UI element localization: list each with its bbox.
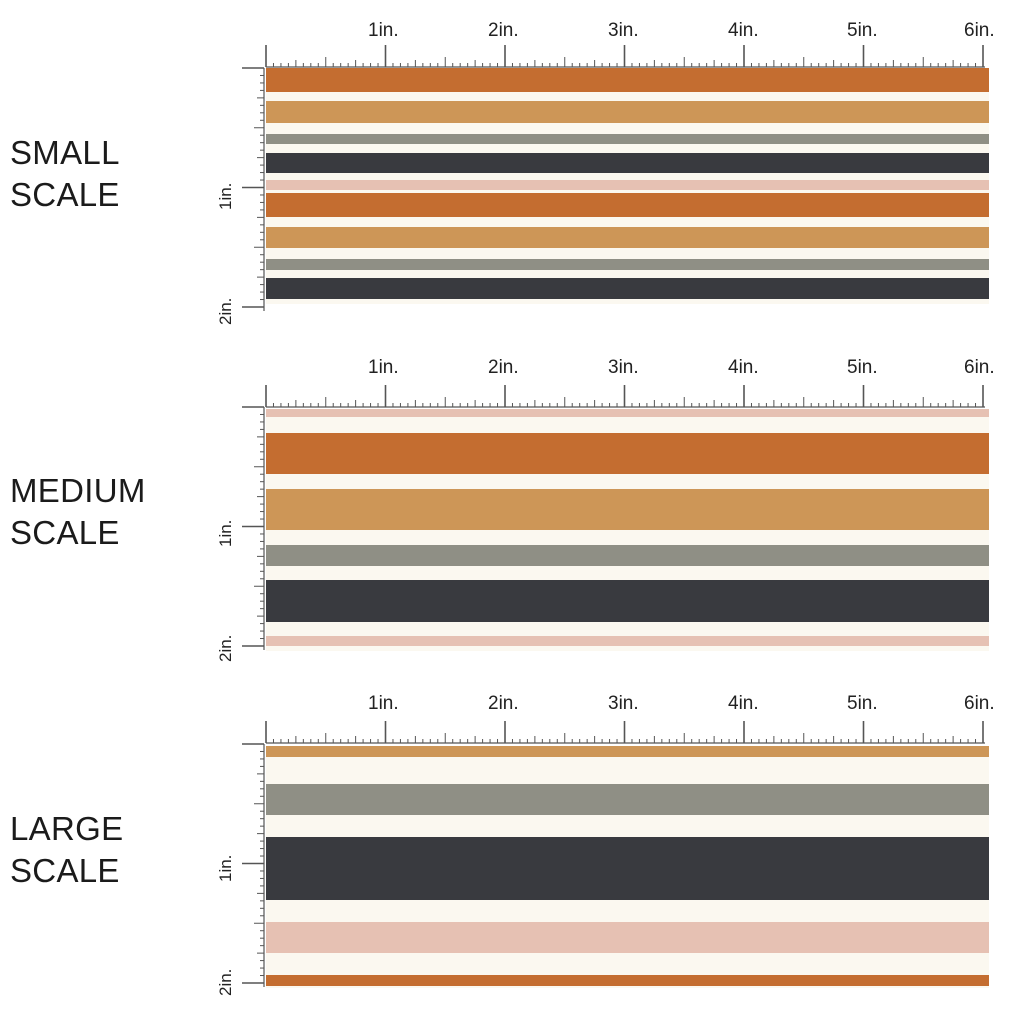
stripe-sage: [266, 259, 989, 270]
ruler-label-3in: 3in.: [608, 357, 639, 378]
ruler-label-1in: 1in.: [368, 693, 399, 714]
ruler-label-2in: 2in.: [488, 357, 519, 378]
ruler-label-v-1in: 1in.: [216, 854, 235, 882]
ruler-label-1in: 1in.: [368, 20, 399, 41]
stripe-sage: [266, 545, 989, 566]
vertical-ruler: [242, 67, 265, 311]
fabric-swatch: [266, 68, 989, 304]
stripe-charcoal: [266, 836, 989, 901]
horizontal-ruler: [265, 45, 985, 68]
ruler-label-6in: 6in.: [964, 357, 995, 378]
ruler-label-2in: 2in.: [488, 693, 519, 714]
stripe-charcoal: [266, 579, 989, 622]
ruler-label-6in: 6in.: [964, 693, 995, 714]
scale-label: LARGE SCALE: [10, 810, 124, 889]
stripe-blush: [266, 180, 989, 190]
stripe-rust: [266, 975, 989, 987]
horizontal-ruler: [265, 721, 985, 744]
ruler-label-4in: 4in.: [728, 20, 759, 41]
ruler-label-5in: 5in.: [847, 357, 878, 378]
ruler-label-3in: 3in.: [608, 20, 639, 41]
stripe-ochre: [266, 226, 989, 249]
ruler-label-4in: 4in.: [728, 693, 759, 714]
stripe-charcoal: [266, 152, 989, 174]
scale-label: MEDIUM SCALE: [10, 472, 146, 551]
fabric-swatch: [266, 746, 989, 988]
stripe-rust: [266, 432, 989, 474]
panel-medium-scale: MEDIUM SCALE 1in. 2in. 3in. 4in. 5in. 6i…: [10, 357, 995, 662]
horizontal-ruler: [265, 385, 985, 408]
fabric-swatch: [266, 409, 989, 651]
stripe-rust: [266, 68, 989, 92]
ruler-label-5in: 5in.: [847, 693, 878, 714]
stripe-blush: [266, 636, 989, 646]
stripe-charcoal: [266, 278, 989, 299]
stripe-ochre: [266, 746, 989, 757]
stripe-sage: [266, 784, 989, 816]
vertical-ruler: [242, 743, 265, 987]
ruler-label-v-2in: 2in.: [216, 968, 235, 996]
ruler-label-3in: 3in.: [608, 693, 639, 714]
stripe-sage: [266, 133, 989, 145]
ruler-label-4in: 4in.: [728, 357, 759, 378]
stripe-ochre: [266, 101, 989, 123]
stripe-blush: [266, 409, 989, 418]
panel-small-scale: SMALL SCALE 1in. 2in. 3in. 4in. 5in. 6in…: [0, 0, 1024, 340]
vertical-ruler: [242, 406, 265, 650]
ruler-label-6in: 6in.: [964, 20, 995, 41]
stripe-rust: [266, 193, 989, 218]
ruler-label-1in: 1in.: [368, 357, 399, 378]
ruler-label-2in: 2in.: [488, 20, 519, 41]
stripe-blush: [266, 921, 989, 953]
scale-label: SMALL SCALE: [10, 134, 120, 213]
ruler-label-5in: 5in.: [847, 20, 878, 41]
stripe-ochre: [266, 489, 989, 530]
